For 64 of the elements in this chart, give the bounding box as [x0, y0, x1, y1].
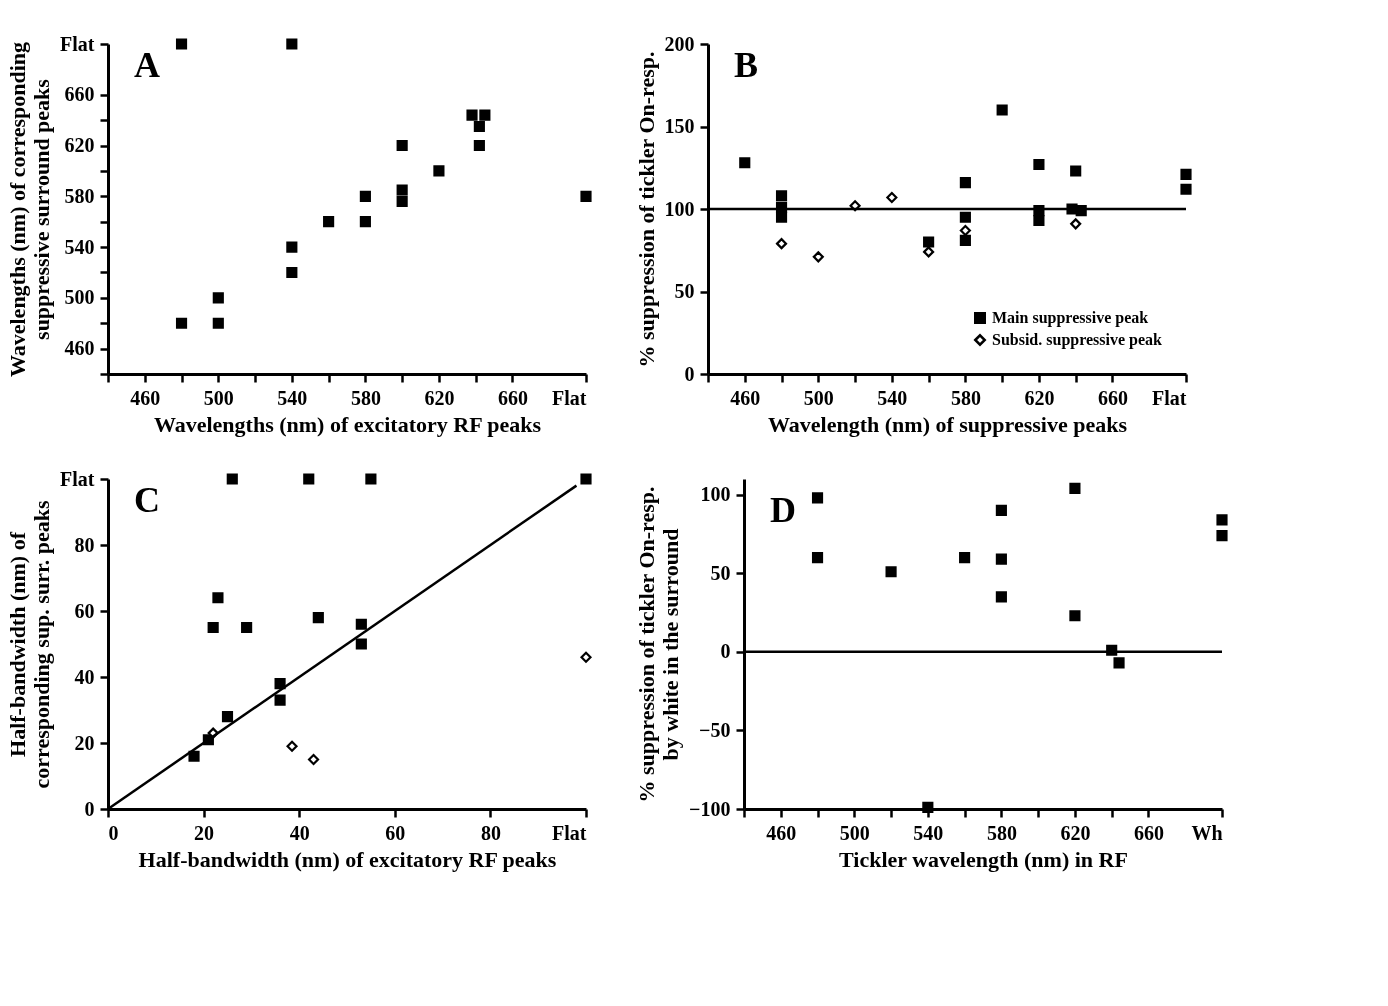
x-tick-label: 40 — [289, 821, 310, 844]
x-tick-label: 580 — [986, 821, 1017, 844]
y-tick-label: 40 — [74, 665, 95, 688]
x-tick-label: 660 — [1133, 821, 1164, 844]
x-tick-label: 620 — [424, 386, 455, 409]
x-tick-label: 660 — [497, 386, 528, 409]
chart-title: B — [734, 45, 759, 85]
x-tick-label: 660 — [1097, 386, 1128, 409]
y-tick-label: 0 — [684, 362, 695, 385]
x-axis-title: Wavelength (nm) of suppressive peaks — [768, 411, 1128, 437]
x-tick-label: 20 — [194, 821, 215, 844]
x-tick-label: 620 — [1024, 386, 1055, 409]
x-tick-label: Flat — [1152, 386, 1187, 409]
x-tick-label: Flat — [552, 821, 587, 844]
legend-label: Subsid. suppressive peak — [992, 331, 1163, 349]
y-axis-title: Half-bandwidth (nm) of corresponding sup. surr. peaks — [5, 500, 55, 789]
y-tick-label: 580 — [64, 184, 95, 207]
y-tick-label: 0 — [84, 797, 95, 820]
x-tick-label: 580 — [950, 386, 981, 409]
y-tick-label: −50 — [699, 718, 731, 741]
x-tick-label: 460 — [130, 386, 161, 409]
x-axis-title: Tickler wavelength (nm) in RF — [839, 846, 1128, 872]
x-tick-label: 500 — [203, 386, 234, 409]
x-tick-label: 580 — [350, 386, 381, 409]
y-tick-label: 540 — [64, 235, 95, 258]
y-tick-label: 500 — [64, 286, 95, 309]
y-tick-label: 50 — [710, 561, 731, 584]
y-tick-label: −100 — [689, 797, 731, 820]
chart-title: C — [134, 480, 160, 520]
x-tick-label: 620 — [1060, 821, 1091, 844]
x-tick-label: 0 — [108, 821, 119, 844]
y-tick-label: 150 — [664, 115, 695, 137]
y-tick-label: 20 — [74, 731, 95, 754]
chart-title: D — [770, 490, 796, 530]
x-tick-label: 460 — [766, 821, 797, 844]
y-tick-label: 100 — [700, 483, 731, 506]
x-axis-title: Half-bandwidth (nm) of excitatory RF peaks — [138, 846, 557, 872]
y-tick-label: Flat — [60, 467, 95, 490]
x-tick-label: 460 — [730, 386, 761, 409]
chart-title: A — [134, 45, 160, 85]
x-tick-label: 60 — [385, 821, 406, 844]
y-axis-title: % suppression of tickler On-resp. — [633, 51, 659, 368]
x-tick-label: 500 — [803, 386, 834, 409]
x-tick-label: 540 — [277, 386, 308, 409]
x-tick-label: 500 — [839, 821, 870, 844]
x-tick-label: Flat — [552, 386, 587, 409]
y-axis-title: Wavelengths (nm) of corresponding suppressive surround peaks — [5, 41, 55, 378]
y-tick-label: 80 — [74, 533, 95, 556]
y-tick-label: 200 — [664, 32, 695, 55]
y-tick-label: 60 — [74, 599, 95, 622]
y-tick-label: 620 — [64, 134, 95, 157]
y-axis-title: % suppression of tickler On-resp. by white in the surround — [634, 486, 684, 803]
y-tick-label: 50 — [674, 280, 695, 302]
x-tick-label: 540 — [877, 386, 908, 409]
y-tick-label: Flat — [60, 32, 95, 55]
x-tick-label: Wh — [1191, 821, 1223, 844]
x-tick-label: 540 — [913, 821, 944, 844]
y-tick-label: 100 — [664, 197, 695, 220]
x-tick-label: 80 — [480, 821, 501, 844]
y-tick-label: 460 — [64, 337, 95, 360]
x-axis-title: Wavelengths (nm) of excitatory RF peaks — [153, 411, 542, 437]
legend-label: Main suppressive peak — [992, 309, 1149, 327]
y-tick-label: 0 — [720, 640, 731, 663]
y-tick-label: 660 — [64, 83, 95, 106]
